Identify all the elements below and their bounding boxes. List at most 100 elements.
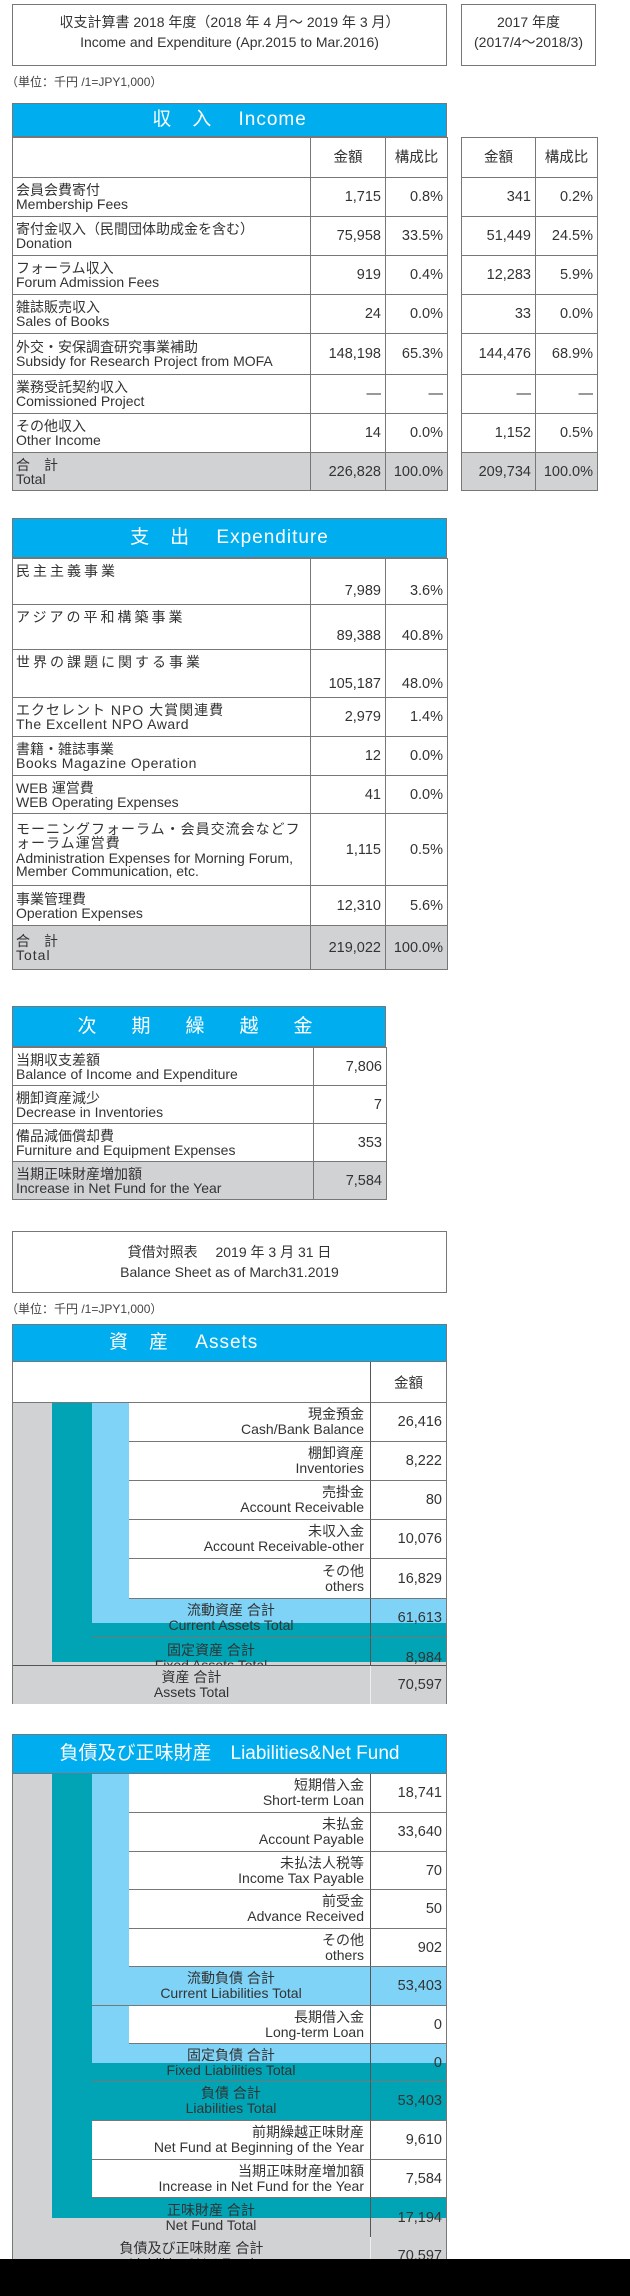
- bs-unit-note: （単位：千円 /1=JPY1,000）: [6, 1302, 163, 1316]
- prev-year-range: (2017/4～2018/3): [474, 34, 583, 50]
- row-label-en: Cash/Bank Balance: [241, 1421, 364, 1437]
- total-label-en: Assets Total: [153, 1684, 230, 1700]
- row-label-jp: その他: [322, 1562, 364, 1579]
- prev-ratio: —: [535, 374, 598, 414]
- total-label-jp: 合 計: [16, 932, 58, 949]
- amount: 2,979: [310, 697, 386, 737]
- ratio: 40.8%: [385, 604, 448, 650]
- row-label-jp: 当期正味財産増加額: [238, 2162, 364, 2179]
- table-row: 1,152 0.5%: [461, 413, 598, 453]
- liabilities-table: 短期借入金 Short-term Loan 18,741 未払金 Account P…: [12, 1774, 447, 2275]
- ratio: 5.6%: [385, 885, 448, 926]
- row-label-jp: 寄付金収入（民間団体助成金を含む）: [16, 221, 254, 237]
- prev-amount: 51,449: [461, 216, 536, 256]
- row-label-jp: アジアの平和構築事業: [16, 609, 186, 625]
- amount: 7,584: [370, 2160, 446, 2198]
- carryforward-table: 当期収支差額 Balance of Income and Expenditure …: [12, 1047, 387, 1200]
- total-amount: 53,403: [370, 2082, 446, 2121]
- prev-amount: 12,283: [461, 255, 536, 295]
- table-row: 備品減価償却費 Furniture and Equipment Expenses …: [12, 1123, 387, 1162]
- table-row: その他 others 902: [129, 1929, 446, 1967]
- row-label-jp: フォーラム収入: [16, 260, 114, 276]
- table-row: — —: [461, 374, 598, 414]
- total-amount: 219,022: [310, 925, 386, 970]
- amount: 353: [313, 1123, 387, 1162]
- blank-header: [13, 1362, 370, 1403]
- total-label-jp: 負債 合計: [201, 2085, 261, 2101]
- row-label-en: Forum Admission Fees: [16, 274, 160, 290]
- amount: 148,198: [310, 333, 386, 375]
- row-label-jp: 前期繰越正味財産: [252, 2124, 364, 2140]
- prev-amount: 341: [461, 177, 536, 217]
- table-row: 世界の課題に関する事業 105,187 48.0%: [12, 649, 448, 698]
- table-row: その他 others 16,829: [129, 1559, 446, 1599]
- row-label-jp: モーニングフォーラム・会員交流会などフォーラム運営費: [16, 820, 301, 851]
- bs-title-jp: 貸借対照表 2019 年 3 月 31 日: [127, 1244, 332, 1260]
- total-label-jp: 流動負債 合計: [187, 1970, 275, 1986]
- table-row: 雑誌販売収入 Sales of Books 24 0.0%: [12, 294, 448, 334]
- assets-total-inner: 資産 合計 Assets Total 70,597: [13, 1665, 446, 1704]
- table-row: 未払金 Account Payable 33,640: [129, 1813, 446, 1852]
- row-label-en: Increase in Net Fund for the Year: [158, 2177, 364, 2194]
- amount: 14: [310, 413, 386, 453]
- table-row: 341 0.2%: [461, 177, 598, 217]
- assets-grand-total: 資産 合計 Assets Total 70,597: [13, 1665, 446, 1704]
- row-label-en: Administration Expenses for Morning Foru…: [16, 849, 293, 879]
- row-label-jp: 長期借入金: [294, 2008, 364, 2025]
- total-label-en: Current Liabilities Total: [160, 1985, 302, 2001]
- amount: 41: [310, 775, 386, 814]
- table-row: 12,283 5.9%: [461, 255, 598, 295]
- table-row: 未払法人税等 Income Tax Payable 70: [129, 1852, 446, 1890]
- ratio: 1.4%: [385, 697, 448, 737]
- row-label-jp: 現金預金: [308, 1406, 364, 1422]
- ratio: 0.5%: [385, 813, 448, 886]
- row-label-jp: 業務受託契約収入: [16, 379, 128, 395]
- assets-heading: 資 産 Assets: [12, 1324, 447, 1362]
- title-en: Income and Expenditure (Apr.2015 to Mar.…: [80, 34, 379, 50]
- ratio: 48.0%: [385, 649, 448, 698]
- row-label-en: Income Tax Payable: [238, 1869, 364, 1886]
- row-label-en: Long-term Loan: [265, 2023, 364, 2040]
- income-statement-title: 収支計算書 2018 年度（2018 年 4 月～ 2019 年 3 月） In…: [12, 4, 447, 66]
- total-amount: 61,613: [370, 1599, 446, 1638]
- table-row: 前受金 Advance Received 50: [129, 1890, 446, 1929]
- unit-note: （単位：千円 /1=JPY1,000）: [6, 75, 163, 89]
- ratio: 0.8%: [385, 177, 448, 217]
- row-label-jp: 未払法人税等: [280, 1854, 364, 1871]
- col-amount: 金額: [370, 1362, 446, 1403]
- row-label-jp: 短期借入金: [294, 1777, 364, 1793]
- amount: 16,829: [370, 1559, 446, 1599]
- total-amount: 8,984: [370, 1638, 446, 1677]
- total-amount: 53,403: [370, 1967, 446, 2006]
- prev-header-row: 金額 構成比: [461, 137, 598, 178]
- ratio: 0.4%: [385, 255, 448, 295]
- amount: 1,115: [310, 813, 386, 886]
- row-label-jp: その他収入: [16, 418, 86, 434]
- row-label-jp: 未払金: [322, 1816, 364, 1832]
- table-row: 長期借入金 Long-term Loan 0: [129, 2006, 446, 2044]
- prev-amount: 1,152: [461, 413, 536, 453]
- row-label-jp: 外交・安保調査研究事業補助: [16, 339, 198, 355]
- expenditure-table: 民主主義事業 7,989 3.6% アジアの平和構築事業 89,388 40.8…: [12, 558, 448, 970]
- table-row: その他収入 Other Income 14 0.0%: [12, 413, 448, 453]
- total-amount: 7,584: [313, 1161, 387, 1200]
- row-label-jp: エクセレント NPO 大賞関連費: [16, 702, 225, 718]
- amount: 1,715: [310, 177, 386, 217]
- col-ratio: 構成比: [535, 137, 598, 178]
- net-fund-total-row: 正味財産 合計 Net Fund Total 17,194: [52, 2198, 446, 2237]
- table-row: アジアの平和構築事業 89,388 40.8%: [12, 604, 448, 650]
- amount: 33,640: [370, 1813, 446, 1852]
- total-label-jp: 流動資産 合計: [187, 1602, 275, 1618]
- table-row: 144,476 68.9%: [461, 333, 598, 375]
- row-label-jp: 備品減価償却費: [16, 1127, 114, 1144]
- table-row: 売掛金 Account Receivable 80: [129, 1481, 446, 1520]
- table-row: 当期正味財産増加額 Increase in Net Fund for the Ye…: [92, 2160, 446, 2198]
- ratio: 0.0%: [385, 413, 448, 453]
- amount: 7,989: [310, 558, 386, 605]
- current-liabilities-total-row: 流動負債 合計 Current Liabilities Total 53,403: [92, 1967, 446, 2006]
- row-label-en: Decrease in Inventories: [16, 1103, 164, 1120]
- row-label-jp: 前受金: [322, 1893, 364, 1909]
- total-amount: 17,194: [370, 2198, 446, 2237]
- total-row: 当期正味財産増加額 Increase in Net Fund for the Ye…: [12, 1161, 387, 1200]
- table-row: 会員会費寄付 Membership Fees 1,715 0.8%: [12, 177, 448, 217]
